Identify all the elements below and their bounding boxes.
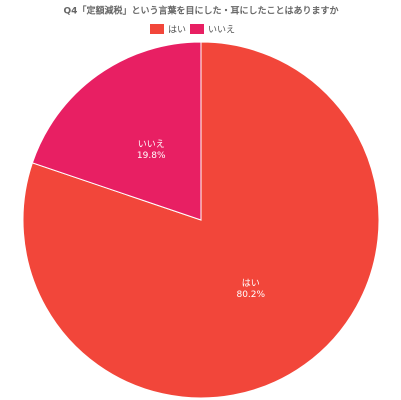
- legend-swatch: [190, 24, 204, 34]
- legend-label: いいえ: [208, 25, 235, 36]
- legend-label: はい: [168, 25, 186, 36]
- pie-slice: [31, 41, 202, 221]
- legend-swatch: [150, 24, 164, 34]
- slice-category: いいえ: [138, 139, 165, 150]
- slice-value: 80.2%: [236, 290, 265, 300]
- chart-title: Q4「定額減税」という言葉を目にした・耳にしたことはありますか: [64, 5, 339, 17]
- slice-category: はい: [242, 278, 260, 289]
- slice-value: 19.8%: [137, 151, 166, 161]
